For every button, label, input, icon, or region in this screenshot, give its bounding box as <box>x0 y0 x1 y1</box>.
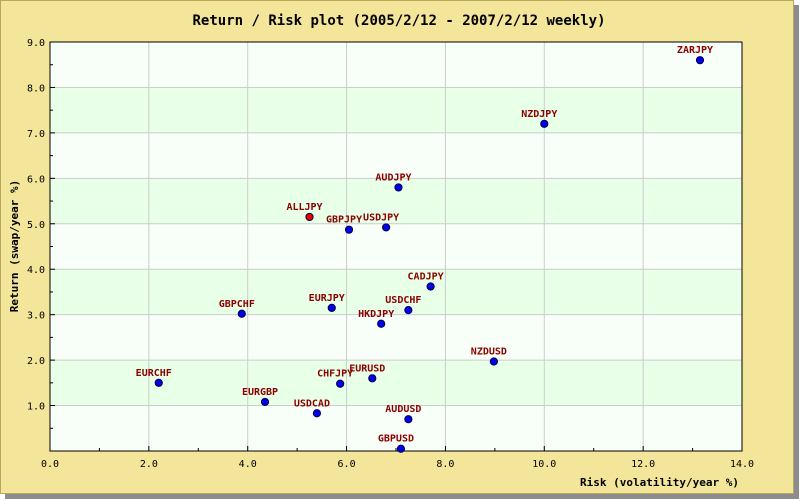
point-label: ALLJPY <box>286 202 322 213</box>
point-label: EURCHF <box>136 368 172 379</box>
data-point <box>260 397 270 407</box>
data-point <box>396 444 406 453</box>
point-label: AUDJPY <box>375 172 411 183</box>
plot-band <box>50 314 742 361</box>
plot-band <box>50 223 742 270</box>
point-label: NZDJPY <box>521 109 557 120</box>
data-point <box>344 225 354 234</box>
point-label: ZARJPY <box>677 45 713 56</box>
plot-band <box>50 42 742 88</box>
x-tick-label: 12.0 <box>631 459 655 470</box>
y-tick-label: 9.0 <box>27 38 45 49</box>
chart-frame: 0.0 2.0 4.0 6.0 8.0 10.0 12.0 14.0 1.0 2.0 3.0 4.0… <box>0 0 794 494</box>
plot-band <box>50 132 742 179</box>
data-point <box>336 379 345 388</box>
point-label: GBPCHF <box>219 299 255 310</box>
data-point <box>382 223 391 232</box>
data-point <box>489 357 498 366</box>
x-tick-label: 6.0 <box>338 459 356 470</box>
data-point <box>540 119 549 128</box>
y-tick-label: 8.0 <box>27 83 45 94</box>
point-label: GBPJPY <box>326 215 362 226</box>
data-point <box>404 415 413 424</box>
point-label: HKDJPY <box>358 309 394 320</box>
y-tick-label: 7.0 <box>27 129 45 140</box>
data-point <box>377 319 386 328</box>
data-point <box>237 309 246 318</box>
data-point <box>404 306 413 315</box>
data-point <box>394 183 403 192</box>
data-point <box>695 56 705 65</box>
x-tick-label: 0.0 <box>41 459 59 470</box>
point-label: EURJPY <box>309 293 345 304</box>
point-label: EURUSD <box>349 363 385 374</box>
data-point <box>426 282 435 291</box>
point-label: CADJPY <box>408 271 444 282</box>
point-label: USDCHF <box>385 295 421 306</box>
point-label: NZDUSD <box>471 346 507 357</box>
data-point <box>305 212 314 222</box>
point-label: EURGBP <box>242 387 278 398</box>
y-tick-label: 4.0 <box>27 265 45 276</box>
data-point <box>327 303 336 312</box>
y-tick-label: 6.0 <box>27 174 45 185</box>
data-point <box>312 409 322 418</box>
data-point <box>368 374 377 383</box>
y-tick-label: 1.0 <box>27 402 45 413</box>
x-tick-label: 2.0 <box>140 459 158 470</box>
x-axis-label: Risk (volatility/year %) <box>580 476 739 489</box>
chart-title: Return / Risk plot (2005/2/12 - 2007/2/1… <box>192 13 605 29</box>
y-tick-label: 2.0 <box>27 356 45 367</box>
y-tick-label: 3.0 <box>27 311 45 322</box>
point-label: USDJPY <box>363 212 399 223</box>
x-tick-label: 10.0 <box>532 459 556 470</box>
x-tick-label: 14.0 <box>730 459 754 470</box>
point-label: USDCAD <box>294 398 330 409</box>
plot-band <box>50 360 742 406</box>
plot-band <box>50 405 742 451</box>
x-tick-label: 8.0 <box>436 459 454 470</box>
y-tick-label: 5.0 <box>27 220 45 231</box>
data-point <box>154 378 163 387</box>
plot-band <box>50 87 742 133</box>
x-tick-label: 4.0 <box>239 459 257 470</box>
point-label: GBPUSD <box>378 434 414 445</box>
plot-band <box>50 269 742 315</box>
y-axis-label: Return (swap/year %) <box>8 180 21 312</box>
point-label: AUDUSD <box>385 404 421 415</box>
point-label: CHFJPY <box>317 369 353 380</box>
